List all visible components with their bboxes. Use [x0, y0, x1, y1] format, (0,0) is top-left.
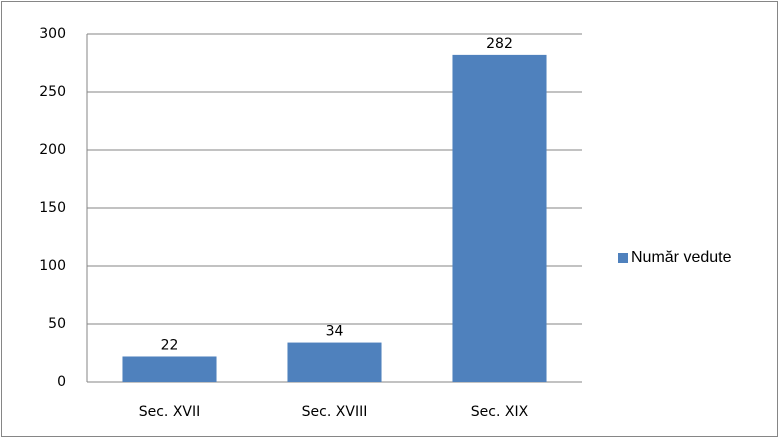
bar — [122, 356, 217, 382]
x-tick-label: Sec. XVII — [139, 404, 201, 420]
data-label: 34 — [326, 324, 344, 340]
y-tick-label: 300 — [39, 26, 66, 42]
data-label: 22 — [161, 337, 179, 353]
y-tick-label: 150 — [39, 200, 66, 216]
y-tick-label: 200 — [39, 142, 66, 158]
x-tick-label: Sec. XVIII — [302, 404, 368, 420]
data-label: 282 — [486, 36, 513, 52]
bar — [287, 342, 382, 382]
legend-swatch — [618, 253, 628, 263]
legend-label: Număr vedute — [631, 249, 732, 266]
y-tick-label: 50 — [48, 316, 66, 332]
x-tick-label: Sec. XIX — [471, 404, 529, 420]
y-tick-label: 100 — [39, 258, 66, 274]
y-tick-label: 0 — [57, 374, 66, 390]
y-tick-label: 250 — [39, 84, 66, 100]
bar — [452, 54, 547, 382]
